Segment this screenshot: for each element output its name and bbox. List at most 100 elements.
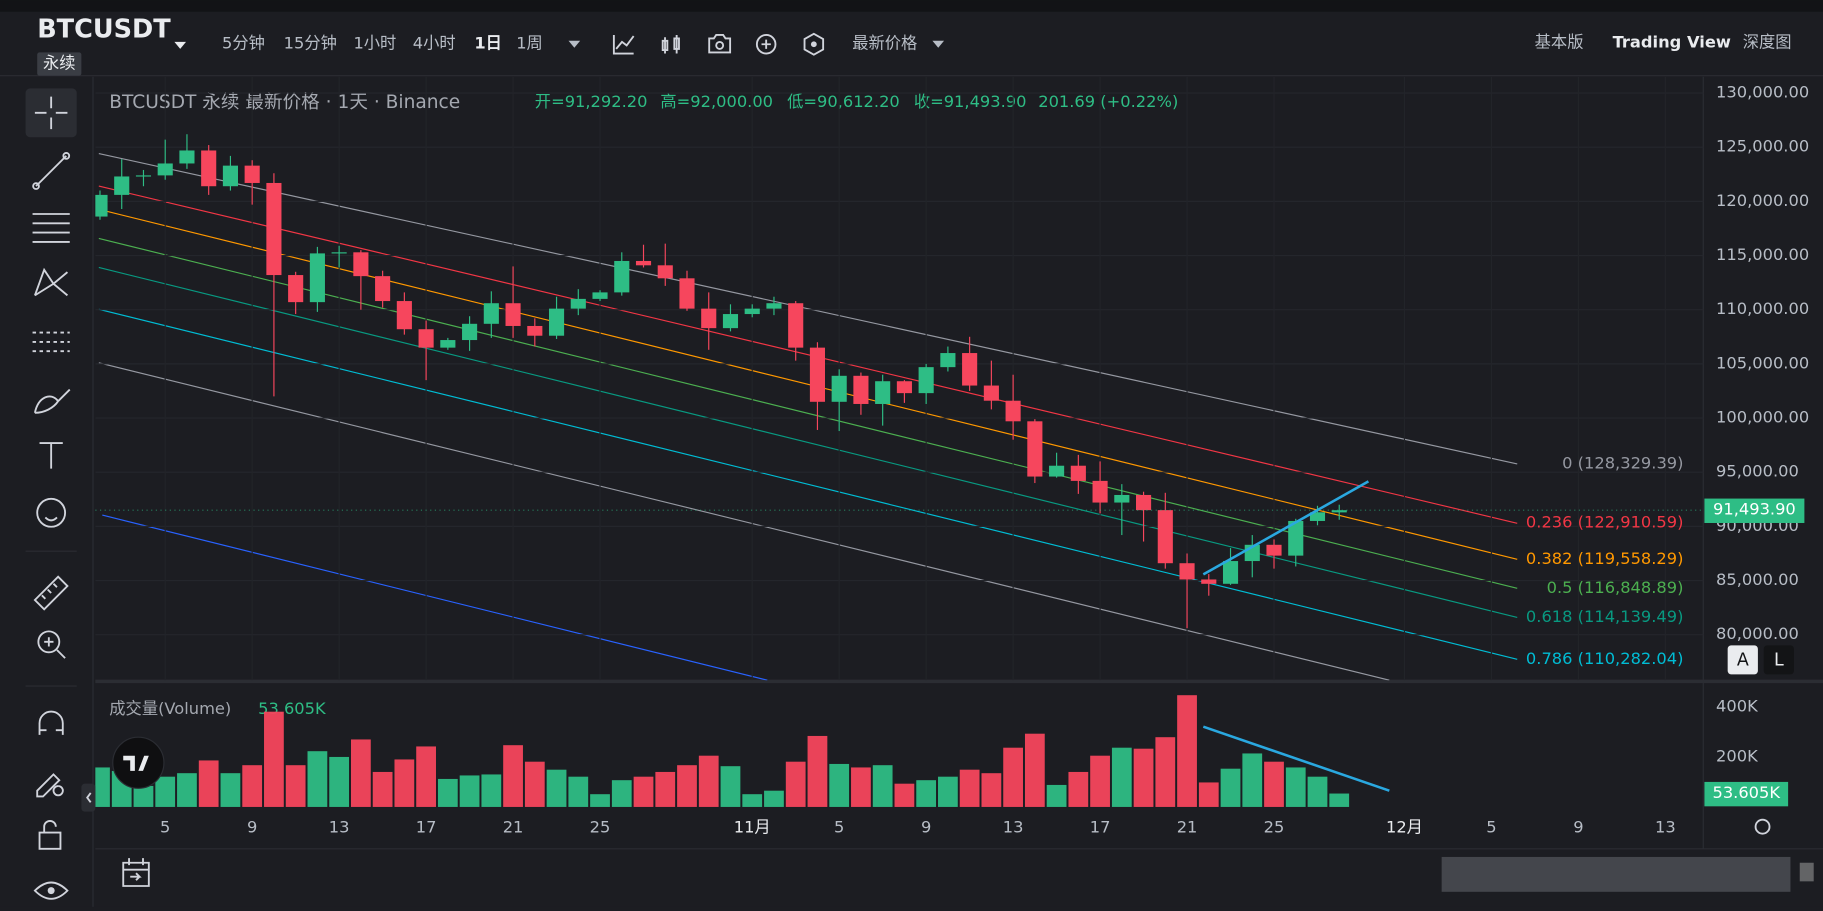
volume-bar (1198, 782, 1219, 807)
emoji-tool[interactable] (36, 497, 67, 528)
candle-body (396, 301, 412, 330)
lock-drawing-tool[interactable] (36, 773, 64, 798)
brush-tool[interactable] (33, 388, 71, 414)
volume-bar (350, 739, 371, 807)
volume-bar (285, 765, 306, 807)
contract: 永续 (43, 54, 76, 73)
ruler-tool[interactable] (33, 575, 69, 611)
goto-date-button[interactable] (122, 858, 150, 887)
log-scale-label: L (1774, 650, 1784, 670)
add-icon[interactable] (755, 34, 777, 55)
collapse-button[interactable] (81, 783, 96, 812)
volume-bar (698, 755, 719, 807)
contract-badge (37, 52, 82, 76)
collapse-arrow (86, 792, 92, 803)
fib-label: 0.236 (122,910.59) (1526, 513, 1684, 532)
volume-bar (633, 776, 654, 807)
candle-body (1092, 480, 1108, 503)
candle-body (222, 165, 238, 187)
volume-bar (372, 771, 393, 807)
projection-tool[interactable] (32, 331, 70, 353)
settings-icon[interactable] (803, 32, 825, 56)
volume-tick-label: 200K (1716, 746, 1759, 765)
indicator-icon[interactable] (612, 34, 635, 55)
candle-body (766, 303, 782, 309)
last-price-tag (1704, 498, 1805, 523)
auto-scale-button[interactable] (1727, 645, 1758, 675)
pattern-tool[interactable] (34, 267, 69, 297)
candle-body (1114, 494, 1130, 503)
candle-body (157, 163, 173, 176)
last-volume-label: 53.605K (1712, 783, 1781, 802)
legend-open: 开=91,292.20 (535, 92, 648, 111)
zoom-tool[interactable] (37, 630, 61, 654)
x-tick-label: 21 (1177, 817, 1198, 836)
y-tick-label: 130,000.00 (1716, 83, 1809, 102)
volume-bar (894, 783, 915, 807)
volume-bar (546, 769, 567, 807)
log-scale-button[interactable] (1763, 645, 1794, 675)
camera-icon[interactable] (708, 34, 732, 54)
crosshair-tool[interactable] (34, 96, 68, 130)
volume-bar (242, 765, 263, 807)
candle-body (875, 381, 891, 404)
tv-logo[interactable] (112, 736, 165, 789)
view-option-active[interactable]: Trading View (1613, 33, 1731, 52)
volume-bar (503, 745, 523, 807)
volume-bar (95, 767, 110, 807)
candle-body (896, 381, 912, 394)
eye-tool[interactable] (33, 881, 69, 900)
top-strip (0, 0, 1823, 12)
tool-active-bg (25, 88, 77, 138)
last-price-label: 91,493.90 (1713, 500, 1796, 519)
interval-active[interactable]: 1日 (474, 34, 502, 53)
interval[interactable]: 15分钟 (284, 34, 337, 53)
fib-label: 0.786 (110,282.04) (1526, 649, 1684, 668)
interval[interactable]: 1周 (516, 34, 543, 53)
volume-bar (742, 794, 763, 807)
candle-body (266, 182, 282, 276)
view-option[interactable]: 深度图 (1743, 33, 1792, 52)
magnet-tool[interactable] (38, 710, 64, 735)
volume-bar (394, 759, 415, 807)
symbol[interactable]: BTCUSDT (37, 14, 171, 44)
volume-bar (568, 776, 589, 807)
candle-body (1201, 579, 1217, 584)
zoom-tool-handle (44, 637, 66, 659)
fib-tool[interactable] (32, 213, 70, 243)
volume-trend-line[interactable] (1202, 725, 1390, 792)
volume-bar (611, 780, 632, 807)
candle-body (635, 260, 652, 266)
interval[interactable]: 5分钟 (222, 34, 265, 53)
axis-settings[interactable] (1754, 818, 1771, 835)
lock-tool[interactable] (38, 819, 62, 850)
candle-body (1005, 400, 1021, 422)
volume-bar (220, 773, 241, 807)
interval[interactable]: 1小时 (353, 34, 396, 53)
volume-bar (1155, 737, 1176, 807)
line-tool[interactable] (35, 155, 67, 187)
x-tick-label: 9 (921, 817, 931, 836)
interval-dropdown[interactable] (568, 40, 581, 48)
candle-body (331, 252, 347, 254)
volume-bar (1307, 776, 1328, 807)
chart-type-icon[interactable] (661, 34, 680, 54)
text-tool[interactable] (39, 442, 63, 469)
price-type[interactable]: 最新价格 (852, 34, 917, 53)
volume-bar (1177, 695, 1197, 807)
symbol-dropdown[interactable] (174, 41, 187, 49)
candle-body (940, 353, 956, 368)
volume-bar (590, 794, 610, 807)
watermark (1441, 856, 1814, 892)
candle-body (505, 303, 521, 326)
legend-high: 高=92,000.00 (660, 92, 773, 111)
interval[interactable]: 4小时 (413, 34, 456, 53)
price-type-dropdown[interactable] (932, 40, 945, 48)
volume-bar (1024, 733, 1045, 807)
auto-scale-label: A (1737, 650, 1749, 670)
view-option[interactable]: 基本版 (1535, 33, 1584, 52)
y-tick-label: 105,000.00 (1716, 353, 1809, 372)
trend-line[interactable] (1202, 480, 1370, 576)
